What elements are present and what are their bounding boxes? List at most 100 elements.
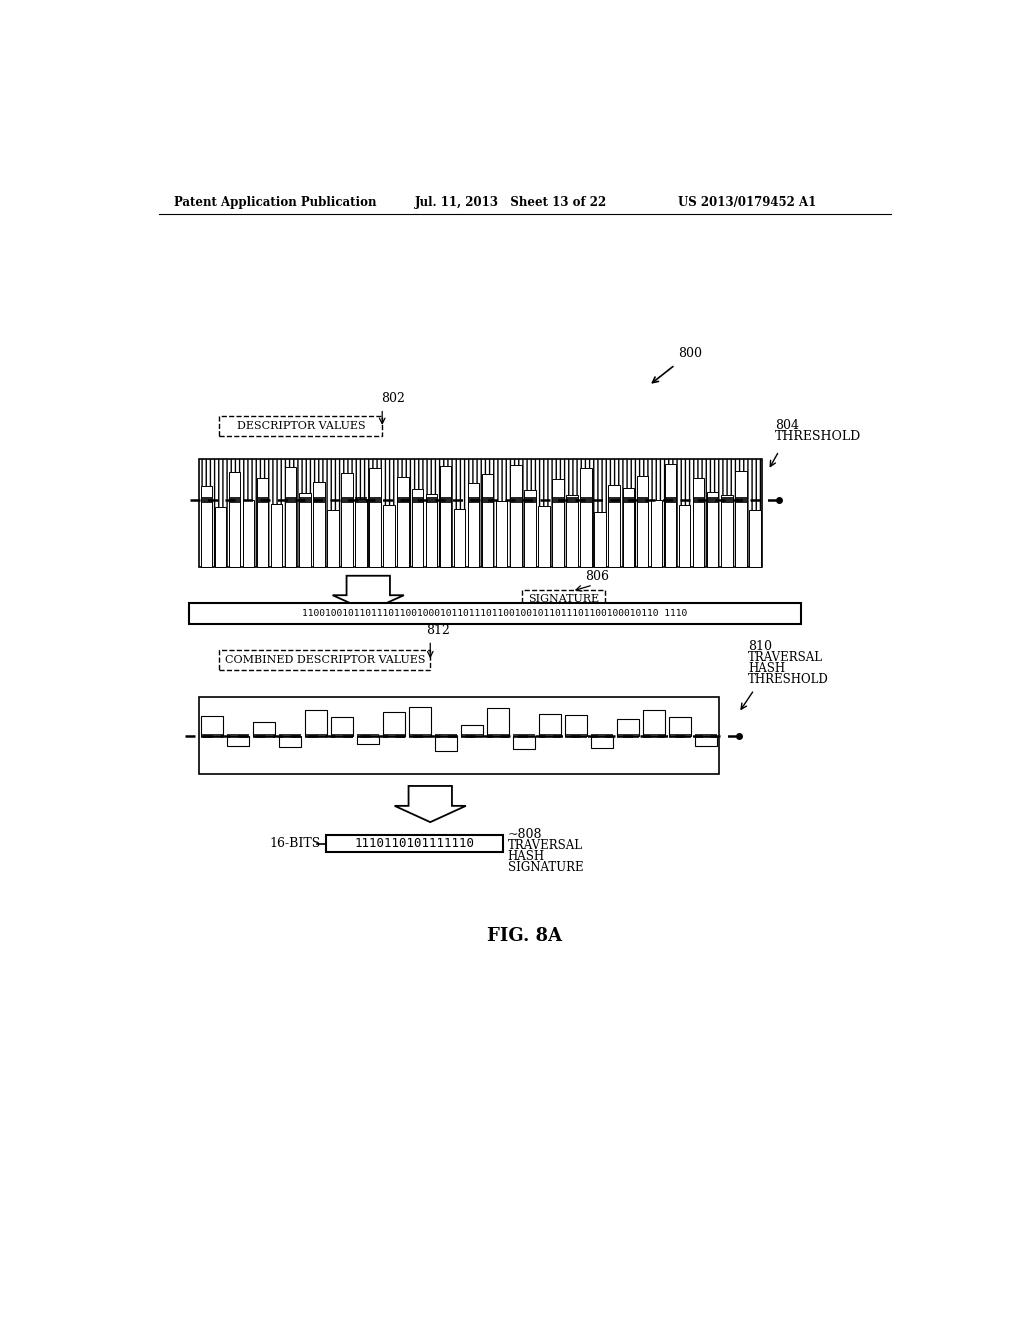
Bar bbox=[383, 506, 395, 566]
Bar bbox=[566, 496, 578, 503]
Polygon shape bbox=[394, 785, 466, 822]
Bar bbox=[510, 496, 521, 503]
Bar bbox=[581, 496, 592, 503]
Bar bbox=[257, 478, 268, 566]
Bar bbox=[426, 494, 437, 566]
Bar bbox=[665, 465, 676, 566]
Bar bbox=[313, 496, 325, 503]
Bar bbox=[383, 711, 406, 737]
Bar bbox=[721, 495, 732, 566]
Bar bbox=[355, 496, 367, 503]
Bar bbox=[327, 511, 339, 566]
Bar bbox=[202, 717, 223, 737]
Bar bbox=[228, 496, 241, 503]
Bar bbox=[331, 718, 353, 737]
Bar bbox=[280, 737, 301, 747]
Bar bbox=[215, 507, 226, 566]
Bar bbox=[227, 734, 249, 738]
Bar bbox=[253, 734, 275, 738]
Bar bbox=[439, 496, 452, 503]
Bar bbox=[200, 459, 762, 566]
Text: 1110110101111110: 1110110101111110 bbox=[354, 837, 475, 850]
Bar bbox=[435, 734, 457, 738]
Bar bbox=[707, 492, 719, 566]
Bar bbox=[257, 496, 268, 503]
Bar bbox=[510, 465, 521, 566]
Bar bbox=[693, 496, 705, 503]
Bar bbox=[665, 496, 676, 503]
Text: HASH: HASH bbox=[508, 850, 545, 863]
Bar bbox=[513, 734, 535, 738]
Bar bbox=[370, 496, 381, 503]
Bar bbox=[539, 506, 550, 566]
Bar bbox=[219, 416, 382, 437]
Bar bbox=[591, 734, 612, 738]
Bar bbox=[409, 706, 431, 737]
Bar bbox=[313, 482, 325, 566]
Bar bbox=[564, 715, 587, 737]
Text: HASH: HASH bbox=[748, 663, 785, 675]
Bar bbox=[721, 496, 732, 503]
Bar bbox=[370, 469, 381, 566]
Bar bbox=[707, 496, 719, 503]
Bar bbox=[669, 718, 690, 737]
Bar bbox=[299, 494, 310, 566]
Bar bbox=[305, 734, 327, 738]
Bar bbox=[594, 512, 606, 566]
Bar bbox=[357, 734, 379, 738]
Bar bbox=[409, 734, 431, 738]
Text: 802: 802 bbox=[381, 392, 404, 405]
Text: TRAVERSAL: TRAVERSAL bbox=[508, 840, 583, 853]
Bar bbox=[693, 478, 705, 566]
Text: 806: 806 bbox=[586, 570, 609, 583]
Bar bbox=[581, 469, 592, 566]
Text: TRAVERSAL: TRAVERSAL bbox=[748, 651, 823, 664]
Text: THRESHOLD: THRESHOLD bbox=[748, 673, 828, 686]
Bar bbox=[285, 467, 297, 566]
Bar bbox=[305, 710, 327, 737]
Bar bbox=[552, 496, 564, 503]
Bar bbox=[623, 488, 634, 566]
Bar bbox=[299, 496, 310, 503]
Polygon shape bbox=[333, 576, 403, 611]
Bar bbox=[496, 500, 508, 566]
Text: 800: 800 bbox=[678, 347, 702, 360]
Text: Jul. 11, 2013   Sheet 13 of 22: Jul. 11, 2013 Sheet 13 of 22 bbox=[415, 195, 607, 209]
Bar bbox=[616, 719, 639, 737]
Bar bbox=[253, 722, 275, 737]
Text: DESCRIPTOR VALUES: DESCRIPTOR VALUES bbox=[237, 421, 366, 432]
Bar bbox=[524, 496, 536, 503]
Bar bbox=[552, 479, 564, 566]
Bar bbox=[331, 734, 353, 738]
Bar bbox=[202, 734, 223, 738]
Bar bbox=[285, 496, 297, 503]
Text: SIGNATURE: SIGNATURE bbox=[508, 861, 584, 874]
Bar bbox=[412, 488, 423, 566]
Bar bbox=[280, 734, 301, 738]
Text: US 2013/0179452 A1: US 2013/0179452 A1 bbox=[678, 195, 816, 209]
Bar bbox=[650, 500, 663, 566]
Text: COMBINED DESCRIPTOR VALUES: COMBINED DESCRIPTOR VALUES bbox=[224, 655, 425, 665]
Bar bbox=[271, 504, 283, 566]
Bar bbox=[200, 459, 762, 566]
Bar bbox=[461, 734, 483, 738]
Text: 810: 810 bbox=[748, 640, 772, 652]
Bar bbox=[189, 603, 801, 624]
Bar bbox=[482, 474, 494, 566]
Bar bbox=[397, 477, 409, 566]
Bar bbox=[616, 734, 639, 738]
Bar bbox=[623, 496, 634, 503]
Bar bbox=[643, 710, 665, 737]
Bar bbox=[539, 734, 561, 738]
Bar bbox=[694, 734, 717, 738]
Bar bbox=[637, 496, 648, 503]
Bar bbox=[735, 496, 746, 503]
Bar bbox=[341, 496, 352, 503]
Bar bbox=[608, 496, 620, 503]
Bar bbox=[357, 737, 379, 743]
Bar bbox=[486, 709, 509, 737]
Bar bbox=[200, 697, 719, 775]
Bar bbox=[566, 495, 578, 566]
Bar bbox=[513, 737, 535, 750]
Bar bbox=[669, 734, 690, 738]
